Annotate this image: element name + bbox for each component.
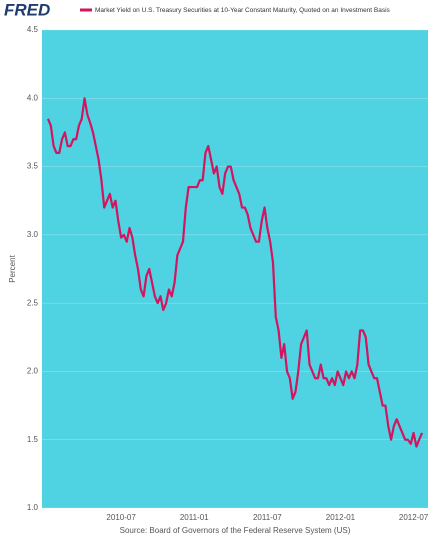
logo: FRED	[4, 0, 50, 19]
data-line	[46, 97, 424, 448]
plot-background	[42, 30, 428, 508]
y-tick-label: 3.5	[27, 162, 39, 171]
x-tick-label: 2011-01	[180, 513, 209, 522]
x-tick-label: 2012-01	[326, 513, 356, 522]
x-tick-label: 2011-07	[253, 513, 282, 522]
x-tick-label: 2012-07	[399, 513, 429, 522]
legend-label: Market Yield on U.S. Treasury Securities…	[95, 7, 391, 14]
y-tick-label: 2.0	[27, 367, 39, 376]
y-tick-label: 2.5	[27, 298, 39, 307]
y-tick-label: 3.0	[27, 230, 39, 239]
y-tick-label: 4.0	[27, 93, 39, 102]
y-tick-label: 4.5	[27, 25, 39, 34]
y-tick-label: 1.0	[27, 503, 39, 512]
y-tick-label: 1.5	[27, 435, 39, 444]
x-tick-label: 2010-07	[106, 513, 136, 522]
y-axis-label: Percent	[8, 254, 17, 282]
source: Source: Board of Governors of the Federa…	[120, 526, 351, 535]
